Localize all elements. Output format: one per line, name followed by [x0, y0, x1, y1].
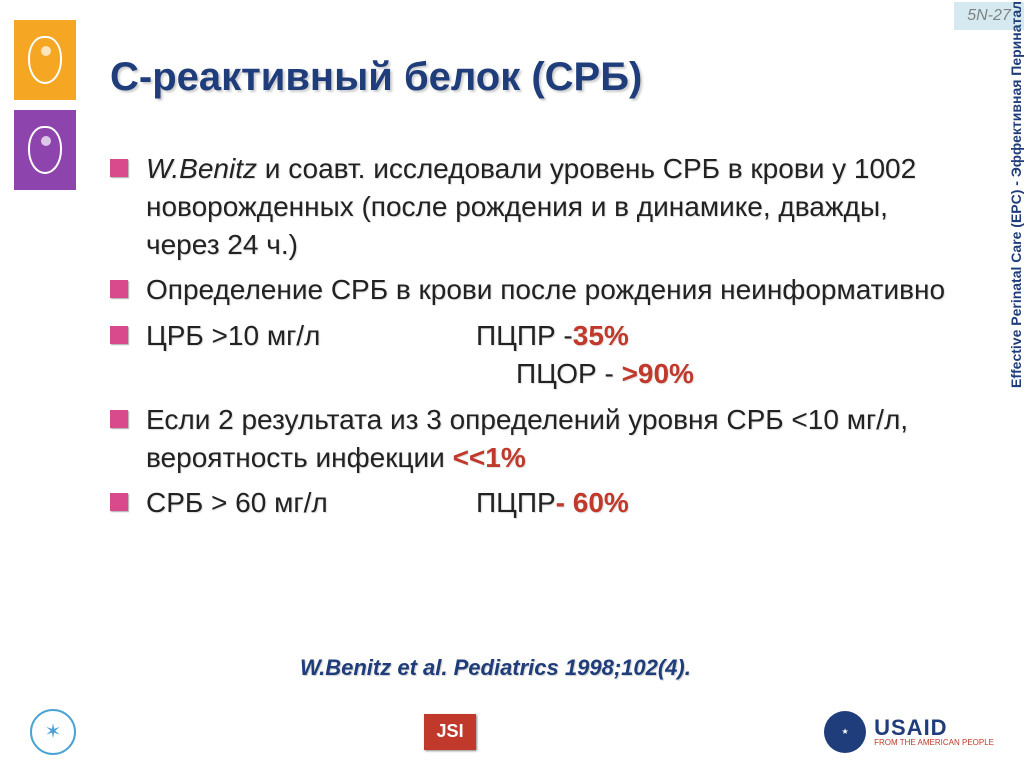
- jsi-badge: JSI: [424, 714, 476, 750]
- bullet-4-text: Если 2 результата из 3 определений уровн…: [146, 404, 908, 473]
- pcpr-label: ПЦПР -: [476, 317, 573, 355]
- footer-logos: ✶ JSI ★ USAID FROM THE AMERICAN PEOPLE: [0, 704, 1024, 759]
- pcor-label: ПЦОР -: [516, 358, 622, 389]
- who-globe-icon: ✶: [30, 709, 76, 755]
- fetus-icon-purple: [14, 110, 76, 190]
- bullet-1-text: и соавт. исследовали уровень СРБ в крови…: [146, 153, 916, 260]
- bullet-3-left: ЦРБ >10 мг/л: [146, 317, 476, 355]
- citation: W.Benitz et al. Pediatrics 1998;102(4).: [300, 655, 691, 681]
- bullet-square-icon: [110, 410, 128, 428]
- bullet-5: СРБ > 60 мг/л ПЦПР - 60%: [110, 484, 950, 522]
- bullet-4-value: <<1%: [453, 442, 526, 473]
- who-logo: ✶: [30, 709, 76, 755]
- usaid-title: USAID: [874, 717, 994, 739]
- bullet-5-left: СРБ > 60 мг/л: [146, 484, 476, 522]
- bullet-square-icon: [110, 159, 128, 177]
- content-area: W.Benitz и соавт. исследовали уровень СР…: [110, 150, 950, 530]
- bullet-square-icon: [110, 493, 128, 511]
- author-name: W.Benitz: [146, 153, 257, 184]
- bullet-1: W.Benitz и соавт. исследовали уровень СР…: [110, 150, 950, 263]
- pcpr-value: 35%: [573, 317, 629, 355]
- fetus-icon-orange: [14, 20, 76, 100]
- bullet-2: Определение СРБ в крови после рождения н…: [110, 271, 950, 309]
- usaid-subtitle: FROM THE AMERICAN PEOPLE: [874, 739, 994, 747]
- jsi-logo: JSI: [424, 714, 476, 750]
- pcpr-value-2: - 60%: [556, 484, 629, 522]
- usaid-logo: ★ USAID FROM THE AMERICAN PEOPLE: [824, 711, 994, 753]
- pcpr-label-2: ПЦПР: [476, 484, 556, 522]
- bullet-4: Если 2 результата из 3 определений уровн…: [110, 401, 950, 477]
- bullet-square-icon: [110, 280, 128, 298]
- usaid-seal-icon: ★: [824, 711, 866, 753]
- bullet-square-icon: [110, 326, 128, 344]
- pcor-value: >90%: [622, 358, 694, 389]
- bullet-2-text: Определение СРБ в крови после рождения н…: [146, 271, 945, 309]
- bullet-3: ЦРБ >10 мг/л ПЦПР - 35% ПЦОР - >90%: [110, 317, 950, 393]
- slide-title: С-реактивный белок (СРБ): [110, 55, 642, 100]
